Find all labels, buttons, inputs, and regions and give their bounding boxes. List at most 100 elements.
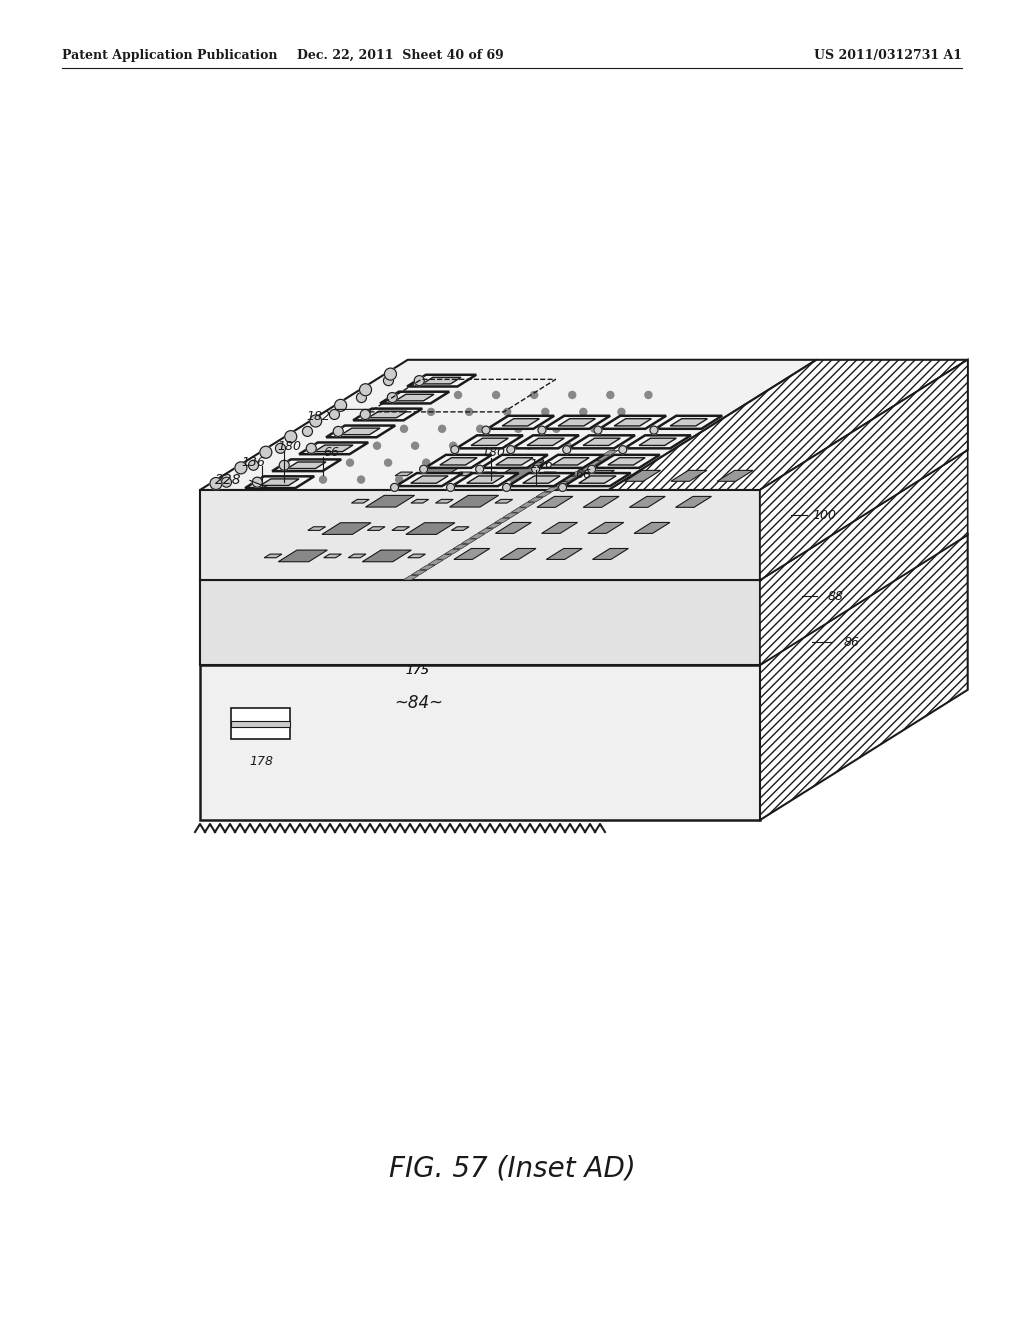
Circle shape (650, 426, 658, 434)
Polygon shape (392, 527, 410, 531)
Circle shape (302, 426, 312, 437)
Polygon shape (406, 523, 455, 535)
Polygon shape (483, 519, 544, 537)
Polygon shape (639, 438, 676, 445)
Polygon shape (425, 455, 492, 467)
Polygon shape (348, 546, 425, 565)
Polygon shape (308, 527, 326, 531)
Polygon shape (634, 523, 670, 533)
Circle shape (553, 425, 560, 433)
Polygon shape (593, 455, 659, 467)
Circle shape (420, 465, 428, 473)
Polygon shape (508, 473, 574, 486)
Polygon shape (525, 492, 585, 511)
Polygon shape (353, 409, 422, 420)
Polygon shape (479, 473, 497, 475)
Text: ~84~: ~84~ (394, 694, 443, 713)
Circle shape (580, 408, 587, 416)
Polygon shape (264, 554, 282, 558)
Circle shape (360, 409, 371, 420)
Polygon shape (322, 523, 371, 535)
Polygon shape (588, 523, 624, 533)
Polygon shape (200, 535, 816, 665)
Polygon shape (612, 467, 673, 484)
Text: Patent Application Publication: Patent Application Publication (62, 49, 278, 62)
Polygon shape (676, 496, 712, 507)
Polygon shape (706, 467, 765, 484)
Circle shape (499, 459, 506, 466)
Text: 66: 66 (324, 446, 339, 459)
Polygon shape (408, 375, 476, 387)
Polygon shape (362, 550, 412, 562)
Circle shape (249, 461, 258, 470)
Polygon shape (608, 458, 645, 465)
Circle shape (434, 477, 440, 483)
Polygon shape (326, 425, 395, 437)
Circle shape (446, 483, 455, 491)
Polygon shape (539, 473, 556, 475)
Polygon shape (617, 492, 677, 511)
Polygon shape (395, 395, 434, 401)
Polygon shape (664, 492, 724, 511)
Polygon shape (395, 473, 413, 475)
Text: 100: 100 (813, 510, 837, 521)
Polygon shape (366, 495, 415, 507)
Text: Dec. 22, 2011  Sheet 40 of 69: Dec. 22, 2011 Sheet 40 of 69 (297, 49, 504, 62)
Polygon shape (502, 418, 540, 426)
Circle shape (645, 392, 652, 399)
Polygon shape (658, 467, 719, 484)
Polygon shape (279, 550, 328, 562)
Polygon shape (583, 438, 621, 445)
Polygon shape (403, 576, 419, 579)
Circle shape (412, 442, 419, 449)
Polygon shape (625, 436, 691, 449)
Polygon shape (500, 549, 536, 560)
Circle shape (503, 483, 511, 491)
Polygon shape (450, 495, 499, 507)
Circle shape (395, 477, 402, 483)
Text: 88: 88 (827, 590, 843, 603)
Circle shape (558, 483, 566, 491)
Polygon shape (481, 455, 548, 467)
Circle shape (542, 408, 549, 416)
Circle shape (335, 400, 346, 412)
Polygon shape (200, 665, 760, 820)
Polygon shape (553, 482, 568, 486)
Circle shape (374, 442, 381, 449)
Circle shape (451, 446, 459, 454)
Polygon shape (351, 499, 370, 503)
Polygon shape (395, 465, 472, 483)
Polygon shape (299, 442, 369, 454)
Circle shape (475, 465, 483, 473)
Polygon shape (453, 544, 469, 549)
Polygon shape (579, 470, 614, 482)
Polygon shape (412, 570, 427, 574)
Polygon shape (440, 458, 477, 465)
Polygon shape (575, 519, 636, 537)
Polygon shape (583, 496, 620, 507)
Polygon shape (579, 477, 616, 483)
Polygon shape (625, 470, 660, 482)
Polygon shape (348, 554, 366, 558)
Circle shape (275, 444, 286, 453)
Polygon shape (503, 513, 518, 517)
Circle shape (568, 392, 575, 399)
Circle shape (510, 477, 517, 483)
Polygon shape (435, 499, 454, 503)
Circle shape (466, 408, 473, 416)
Polygon shape (546, 549, 583, 560)
Polygon shape (538, 455, 604, 467)
Polygon shape (519, 503, 535, 507)
Polygon shape (452, 473, 519, 486)
Polygon shape (452, 527, 469, 531)
Circle shape (387, 392, 397, 403)
Circle shape (428, 408, 434, 416)
Circle shape (493, 392, 500, 399)
Polygon shape (461, 539, 477, 544)
Polygon shape (536, 492, 552, 496)
Polygon shape (564, 473, 631, 486)
Polygon shape (245, 477, 314, 488)
Polygon shape (324, 554, 341, 558)
Polygon shape (494, 469, 543, 479)
Polygon shape (512, 436, 579, 449)
